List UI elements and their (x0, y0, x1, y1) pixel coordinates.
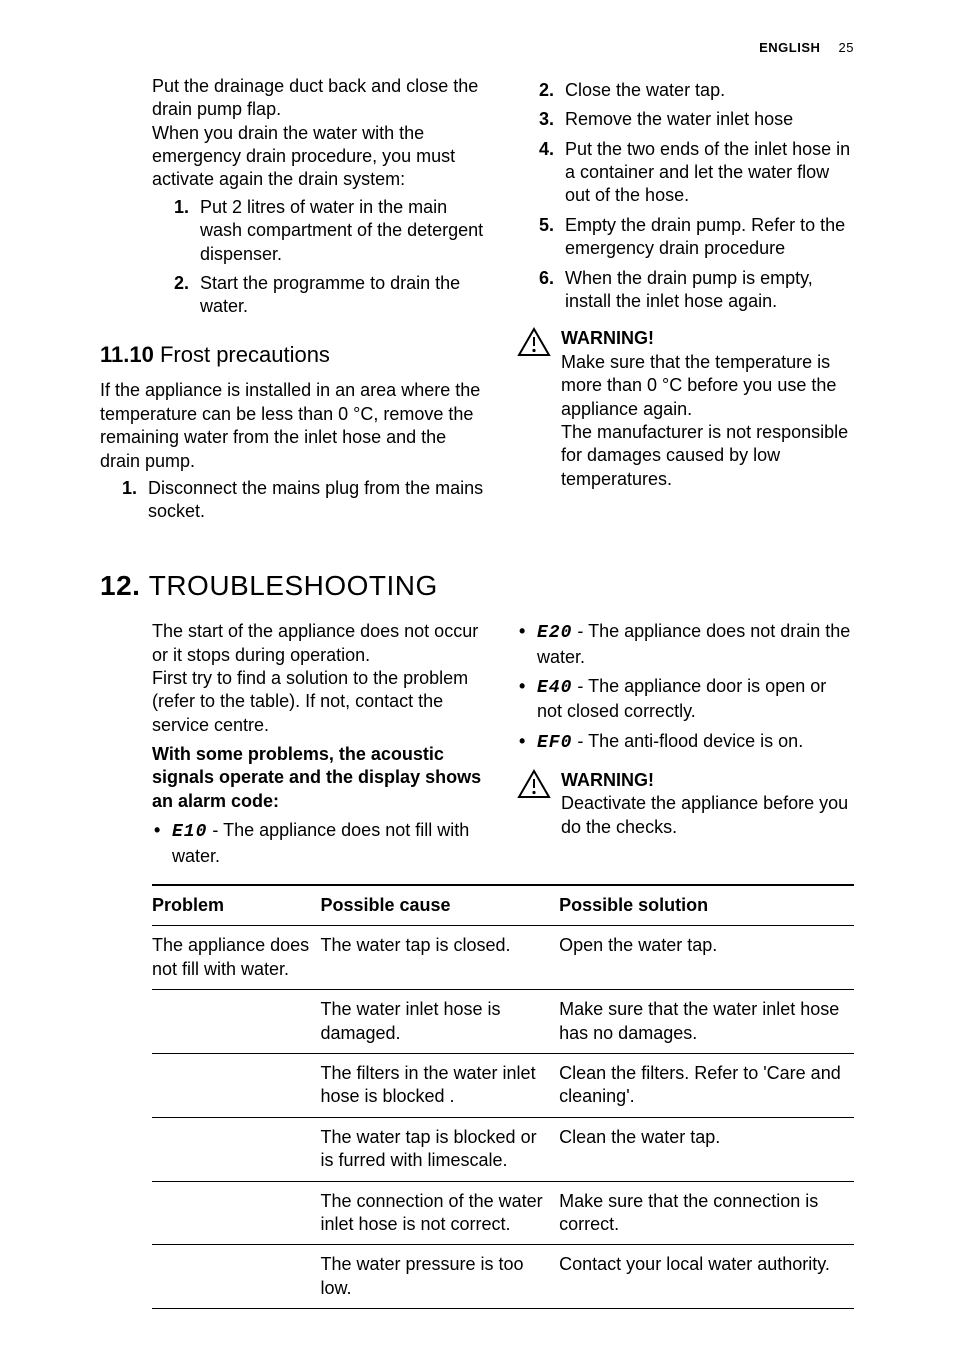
th-solution: Possible solution (559, 885, 854, 926)
table-header-row: Problem Possible cause Possible solution (152, 885, 854, 926)
header-page: 25 (839, 40, 854, 55)
list-item: 5.Empty the drain pump. Refer to the eme… (539, 214, 854, 261)
drain-intro-2: When you drain the water with the emerge… (152, 122, 489, 192)
table-row: The appliance does not fill with water. … (152, 926, 854, 990)
continued-steps-list: 2.Close the water tap. 3.Remove the wate… (517, 79, 854, 314)
list-item: 2.Start the programme to drain the water… (174, 272, 489, 319)
error-codes-right: E20 - The appliance does not drain the w… (517, 620, 854, 755)
ts-left-col: The start of the appliance does not occu… (100, 620, 489, 874)
error-code-item: EF0 - The anti-flood device is on. (517, 730, 854, 755)
list-item: 3.Remove the water inlet hose (539, 108, 854, 131)
table-row: The water inlet hose is damaged. Make su… (152, 990, 854, 1054)
ts-intro-1: The start of the appliance does not occu… (152, 620, 489, 667)
error-code-item: E40 - The appliance door is open or not … (517, 675, 854, 724)
drain-intro-1: Put the drainage duct back and close the… (152, 75, 489, 122)
left-column: Put the drainage duct back and close the… (100, 75, 489, 530)
warning-text: WARNING! Make sure that the temperature … (561, 327, 854, 491)
upper-columns: Put the drainage duct back and close the… (100, 75, 854, 530)
drain-steps-list: 1.Put 2 litres of water in the main wash… (152, 196, 489, 319)
error-codes-left: E10 - The appliance does not fill with w… (152, 819, 489, 868)
ts-bold-note: With some problems, the acoustic signals… (152, 743, 489, 813)
frost-paragraph: If the appliance is installed in an area… (100, 379, 489, 473)
warning-text: WARNING! Deactivate the appliance before… (561, 769, 854, 839)
troubleshooting-heading: 12. TROUBLESHOOTING (100, 568, 854, 604)
warning-block-2: WARNING! Deactivate the appliance before… (517, 769, 854, 839)
error-code-item: E20 - The appliance does not drain the w… (517, 620, 854, 669)
table-row: The filters in the water inlet hose is b… (152, 1053, 854, 1117)
error-code-item: E10 - The appliance does not fill with w… (152, 819, 489, 868)
th-problem: Problem (152, 885, 320, 926)
list-item: 1.Put 2 litres of water in the main wash… (174, 196, 489, 266)
list-item: 1.Disconnect the mains plug from the mai… (122, 477, 489, 524)
list-item: 4.Put the two ends of the inlet hose in … (539, 138, 854, 208)
th-cause: Possible cause (320, 885, 559, 926)
troubleshooting-table: Problem Possible cause Possible solution… (152, 884, 854, 1309)
header-lang: ENGLISH (759, 40, 820, 55)
troubleshooting-columns: The start of the appliance does not occu… (100, 620, 854, 874)
ts-intro-2: First try to find a solution to the prob… (152, 667, 489, 737)
warning-icon (517, 769, 551, 839)
frost-steps-list: 1.Disconnect the mains plug from the mai… (100, 477, 489, 524)
warning-icon (517, 327, 551, 491)
right-column: 2.Close the water tap. 3.Remove the wate… (517, 75, 854, 530)
list-item: 2.Close the water tap. (539, 79, 854, 102)
warning-block: WARNING! Make sure that the temperature … (517, 327, 854, 491)
table-row: The connection of the water inlet hose i… (152, 1181, 854, 1245)
table-body: The appliance does not fill with water. … (152, 926, 854, 1309)
page-header: ENGLISH 25 (100, 40, 854, 57)
ts-right-col: E20 - The appliance does not drain the w… (517, 620, 854, 874)
frost-heading: 11.10 Frost precautions (100, 341, 489, 370)
list-item: 6.When the drain pump is empty, install … (539, 267, 854, 314)
table-row: The water tap is blocked or is furred wi… (152, 1117, 854, 1181)
table-row: The water pressure is too low. Contact y… (152, 1245, 854, 1309)
troubleshooting-table-wrap: Problem Possible cause Possible solution… (100, 884, 854, 1309)
